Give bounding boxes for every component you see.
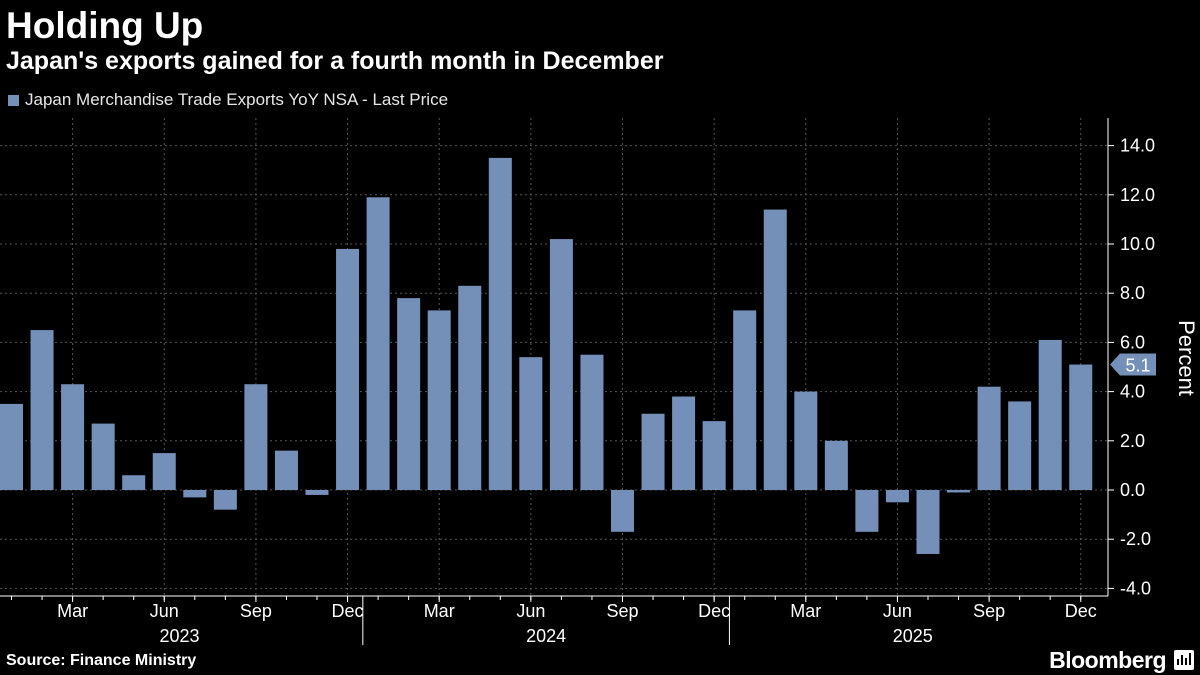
x-year-label: 2023 <box>160 626 200 646</box>
bar <box>916 490 940 554</box>
bar <box>824 440 848 490</box>
brand-logo: Bloomberg <box>1049 647 1166 673</box>
bar <box>733 310 757 490</box>
last-value-label: 5.1 <box>1125 356 1150 376</box>
bar <box>397 298 421 490</box>
y-tick-label: -2.0 <box>1120 529 1151 549</box>
bar <box>488 157 512 490</box>
y-axis-label: Percent <box>1174 320 1199 396</box>
bar <box>702 421 726 490</box>
last-value-marker: 5.1 <box>1110 353 1156 376</box>
x-tick-label: Jun <box>516 601 545 621</box>
legend-swatch <box>8 94 19 106</box>
y-tick-label: 8.0 <box>1120 283 1145 303</box>
y-tick-label: 0.0 <box>1120 480 1145 500</box>
bar <box>855 490 879 532</box>
bar <box>366 197 390 490</box>
y-tick-label: 10.0 <box>1120 234 1155 254</box>
y-tick-labels: 14.0 12.0 10.0 8.0 6.0 4.0 2.0 0.0 -2.0 -4.0 <box>1120 136 1155 599</box>
x-tick-labels: Mar Jun Sep Dec Mar Jun Sep Dec Mar Jun Sep Dec 2023… <box>57 601 1097 646</box>
bar <box>1038 339 1062 490</box>
x-tick-label: Dec <box>698 601 730 621</box>
x-tick-label: Dec <box>332 601 364 621</box>
bar <box>30 330 54 490</box>
bar <box>641 413 665 490</box>
x-year-label: 2024 <box>526 626 566 646</box>
y-tick-label: 12.0 <box>1120 185 1155 205</box>
bar <box>885 490 909 503</box>
bar <box>0 403 23 490</box>
bar <box>549 239 573 490</box>
bar <box>427 310 451 490</box>
x-tick-label: Sep <box>606 601 638 621</box>
y-tick-label: -4.0 <box>1120 578 1151 598</box>
bar <box>305 490 329 495</box>
bar <box>763 209 787 490</box>
bar <box>458 285 482 490</box>
bar <box>274 450 298 490</box>
x-tick-label: Sep <box>240 601 272 621</box>
bar <box>61 384 85 490</box>
bar <box>244 384 268 490</box>
bar <box>977 386 1001 490</box>
x-tick-label: Dec <box>1065 601 1097 621</box>
x-tick-label: Mar <box>790 601 821 621</box>
legend-label: Japan Merchandise Trade Exports YoY NSA … <box>25 90 449 109</box>
y-tick-label: 2.0 <box>1120 431 1145 451</box>
bar <box>794 391 818 490</box>
x-tick-label: Jun <box>883 601 912 621</box>
x-tick-label: Mar <box>424 601 455 621</box>
x-tick-label: Jun <box>150 601 179 621</box>
x-year-label: 2025 <box>893 626 933 646</box>
y-tick-label: 14.0 <box>1120 136 1155 156</box>
source-note: Source: Finance Ministry <box>6 652 197 669</box>
bar <box>122 475 146 490</box>
axes <box>0 118 1114 645</box>
bar <box>519 357 543 490</box>
chart-title: Holding Up <box>6 5 204 46</box>
bar <box>580 354 604 490</box>
bar <box>1069 364 1093 490</box>
bar <box>183 490 207 498</box>
bar <box>91 423 115 490</box>
y-tick-label: 4.0 <box>1120 382 1145 402</box>
bar <box>336 248 360 490</box>
last-value-flag <box>1110 353 1156 376</box>
bar <box>947 490 971 493</box>
bars <box>0 157 1093 554</box>
x-tick-label: Mar <box>57 601 88 621</box>
x-tick-label: Sep <box>973 601 1005 621</box>
bar <box>152 453 176 490</box>
legend: Japan Merchandise Trade Exports YoY NSA … <box>8 90 448 110</box>
bar <box>1008 401 1032 490</box>
bar <box>213 490 237 510</box>
bloomberg-icon <box>1174 650 1194 670</box>
bar <box>611 490 634 532</box>
y-tick-label: 6.0 <box>1120 332 1145 352</box>
bar <box>672 396 696 490</box>
chart-subtitle: Japan's exports gained for a fourth mont… <box>6 47 664 75</box>
